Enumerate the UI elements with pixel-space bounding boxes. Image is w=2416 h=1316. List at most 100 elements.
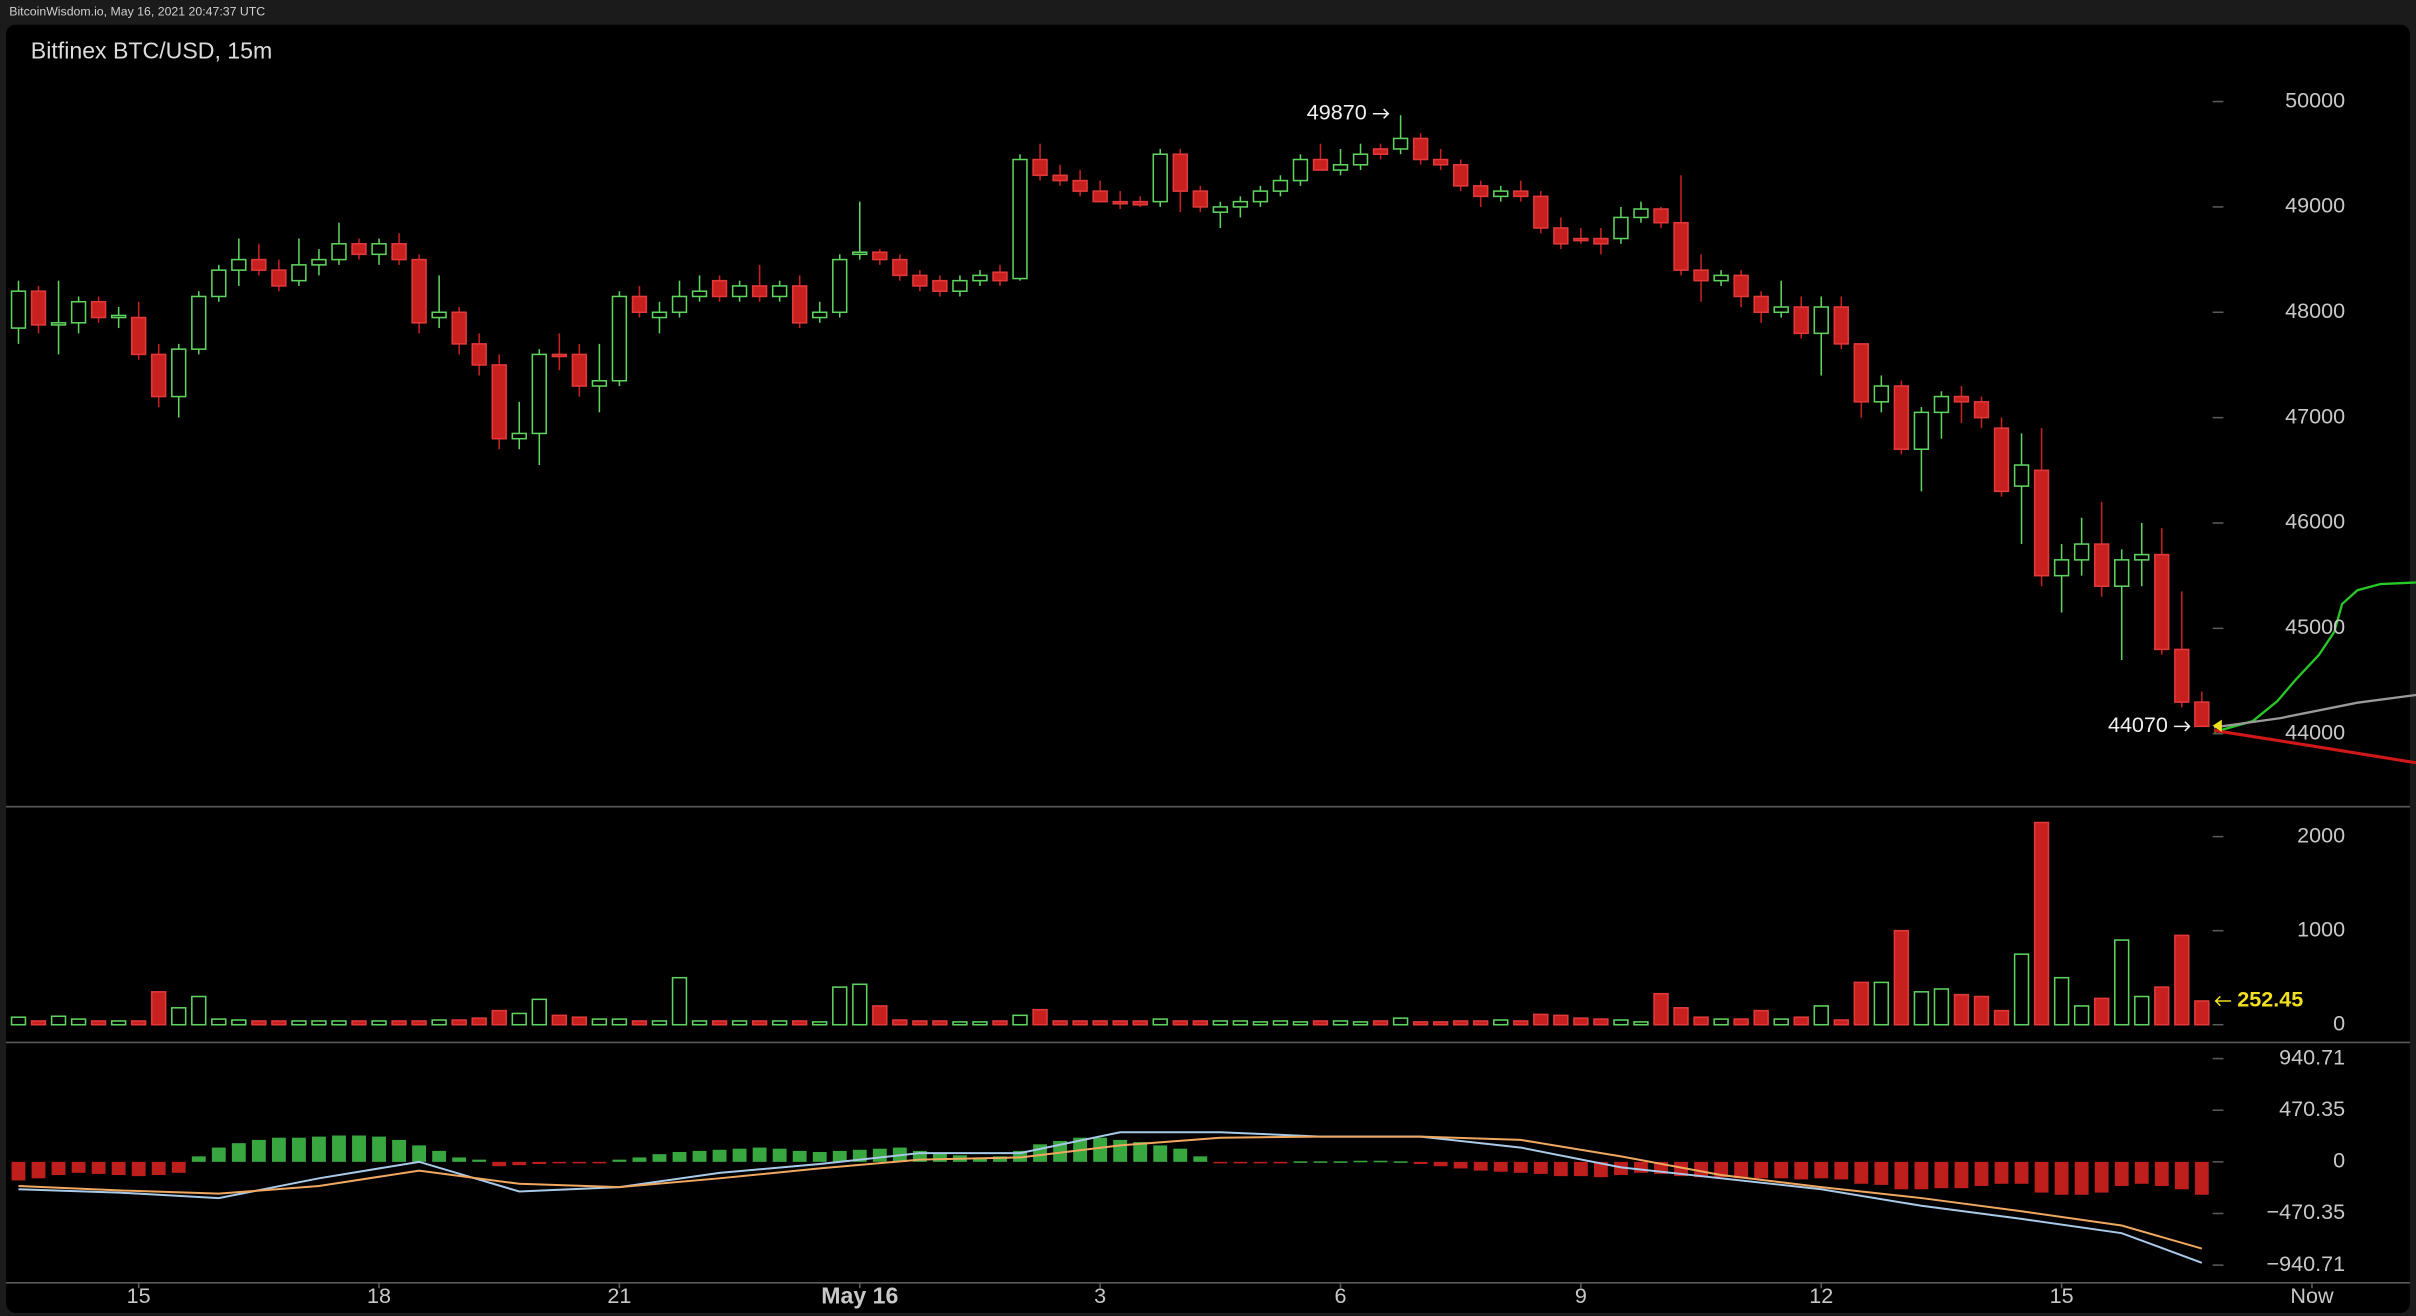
volume-bar bbox=[912, 1020, 928, 1026]
candle-body bbox=[812, 311, 828, 319]
volume-bar bbox=[491, 1009, 507, 1026]
candle-body bbox=[912, 274, 928, 287]
x-tick-label: 9 bbox=[1575, 1283, 1587, 1308]
macd-bar bbox=[932, 1153, 947, 1162]
candle-body bbox=[1633, 208, 1649, 219]
candle-body bbox=[691, 290, 708, 298]
macd-line bbox=[18, 1135, 2203, 1250]
candle-body bbox=[451, 311, 467, 345]
candle-body bbox=[972, 274, 988, 282]
volume-bar bbox=[451, 1019, 467, 1026]
x-tick-label: Now bbox=[2290, 1283, 2334, 1308]
macd-bar bbox=[211, 1147, 226, 1162]
macd-bar bbox=[1233, 1161, 1248, 1164]
macd-bar bbox=[1353, 1160, 1368, 1163]
candle-body bbox=[70, 300, 87, 324]
y-tick-label: 46000 bbox=[2285, 509, 2345, 534]
macd-bar bbox=[472, 1159, 487, 1162]
price-marker bbox=[2212, 719, 2222, 732]
volume-bar bbox=[812, 1021, 828, 1026]
candle-body bbox=[10, 290, 27, 329]
macd-bar bbox=[1093, 1137, 1108, 1162]
volume-bar bbox=[271, 1020, 287, 1026]
candle-body bbox=[1573, 237, 1589, 242]
candle-body bbox=[1893, 385, 1910, 451]
volume-bar bbox=[571, 1016, 588, 1026]
y-tick-label: 0 bbox=[2333, 1148, 2345, 1173]
candle-body bbox=[1653, 208, 1669, 224]
candle-body bbox=[1152, 153, 1168, 203]
macd-bar bbox=[1013, 1150, 1027, 1162]
candle-body bbox=[311, 258, 327, 266]
macd-bar bbox=[352, 1135, 366, 1162]
macd-bar bbox=[492, 1161, 507, 1167]
high-annotation: 49870 bbox=[1307, 99, 1367, 124]
volume-bar bbox=[1913, 991, 1930, 1026]
candle-body bbox=[1172, 153, 1188, 192]
candle-body bbox=[271, 269, 287, 287]
candle-body bbox=[591, 379, 608, 387]
macd-bar bbox=[2194, 1161, 2209, 1195]
macd-bar bbox=[271, 1137, 286, 1162]
macd-bar bbox=[672, 1151, 687, 1162]
macd-bar bbox=[1473, 1161, 1488, 1171]
volume-bar bbox=[311, 1020, 327, 1026]
macd-bar bbox=[1854, 1161, 1869, 1184]
volume-bar bbox=[2053, 976, 2070, 1026]
candle-body bbox=[1232, 200, 1249, 208]
candle-body bbox=[471, 343, 487, 366]
volume-bar bbox=[832, 986, 848, 1026]
macd-bar bbox=[1593, 1161, 1608, 1178]
volume-bar bbox=[151, 991, 167, 1026]
macd-bar bbox=[1814, 1161, 1829, 1179]
candle-body bbox=[1713, 274, 1729, 282]
x-tick-label: 12 bbox=[1809, 1283, 1833, 1308]
volume-bar bbox=[110, 1020, 127, 1026]
volume-bar bbox=[30, 1020, 47, 1026]
macd-bar bbox=[632, 1157, 647, 1162]
volume-bar bbox=[751, 1020, 768, 1026]
y-tick-label: −470.35 bbox=[2267, 1199, 2346, 1224]
candle-body bbox=[932, 279, 948, 292]
macd-bar bbox=[1533, 1161, 1548, 1174]
candle-body bbox=[1833, 306, 1849, 345]
volume-bar bbox=[892, 1019, 908, 1026]
volume-bar bbox=[1993, 1009, 2010, 1026]
candle-body bbox=[2154, 553, 2170, 651]
volume-bar bbox=[1653, 992, 1669, 1026]
macd-bar bbox=[392, 1139, 407, 1162]
candle-body bbox=[1673, 221, 1689, 271]
macd-bar bbox=[1874, 1161, 1889, 1185]
candle-body bbox=[1973, 401, 1990, 419]
volume-bar bbox=[90, 1020, 107, 1026]
macd-line bbox=[18, 1131, 2203, 1264]
candle-body bbox=[631, 295, 648, 314]
volume-bar bbox=[992, 1020, 1008, 1026]
volume-bar bbox=[1272, 1020, 1289, 1026]
x-tick-label: May 16 bbox=[821, 1283, 898, 1309]
candle-body bbox=[411, 258, 427, 324]
candle-body bbox=[231, 258, 247, 271]
macd-bar bbox=[2014, 1161, 2029, 1184]
macd-bar bbox=[572, 1161, 587, 1164]
macd-bar bbox=[1373, 1160, 1388, 1163]
macd-bar bbox=[1493, 1161, 1508, 1172]
volume-bar bbox=[1813, 1005, 1829, 1026]
annotation-arrow bbox=[1372, 108, 1390, 119]
macd-bar bbox=[512, 1161, 527, 1166]
volume-bar bbox=[972, 1021, 988, 1026]
macd-bar bbox=[372, 1136, 386, 1162]
candle-body bbox=[211, 269, 227, 298]
macd-bar bbox=[1734, 1161, 1749, 1179]
macd-bar bbox=[2034, 1161, 2049, 1193]
macd-bar bbox=[2054, 1161, 2069, 1195]
volume-bar bbox=[1713, 1018, 1729, 1026]
candle-body bbox=[1793, 306, 1809, 335]
y-tick-label: 1000 bbox=[2297, 916, 2345, 941]
volume-bar bbox=[1853, 981, 1870, 1026]
candle-body bbox=[1913, 411, 1930, 451]
volume-bar bbox=[1452, 1020, 1469, 1026]
candle-body bbox=[1372, 148, 1389, 156]
candle-body bbox=[551, 353, 568, 358]
